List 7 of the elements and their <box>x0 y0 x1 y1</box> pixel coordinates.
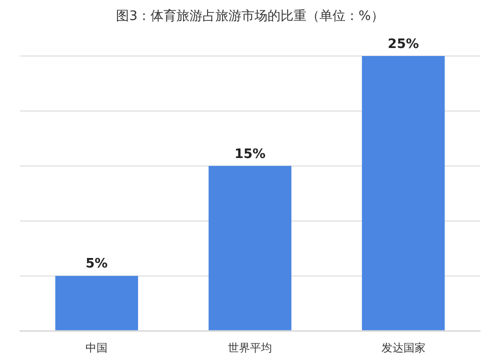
data-label: 5% <box>86 256 108 272</box>
data-label: 25% <box>388 36 419 52</box>
x-tick-label: 世界平均 <box>228 341 272 354</box>
chart-title: 图3：体育旅游占旅游市场的比重（单位：%） <box>115 8 385 26</box>
x-tick-label: 中国 <box>86 341 108 354</box>
data-label: 15% <box>234 146 266 162</box>
x-tick-label: 发达国家 <box>381 341 426 354</box>
